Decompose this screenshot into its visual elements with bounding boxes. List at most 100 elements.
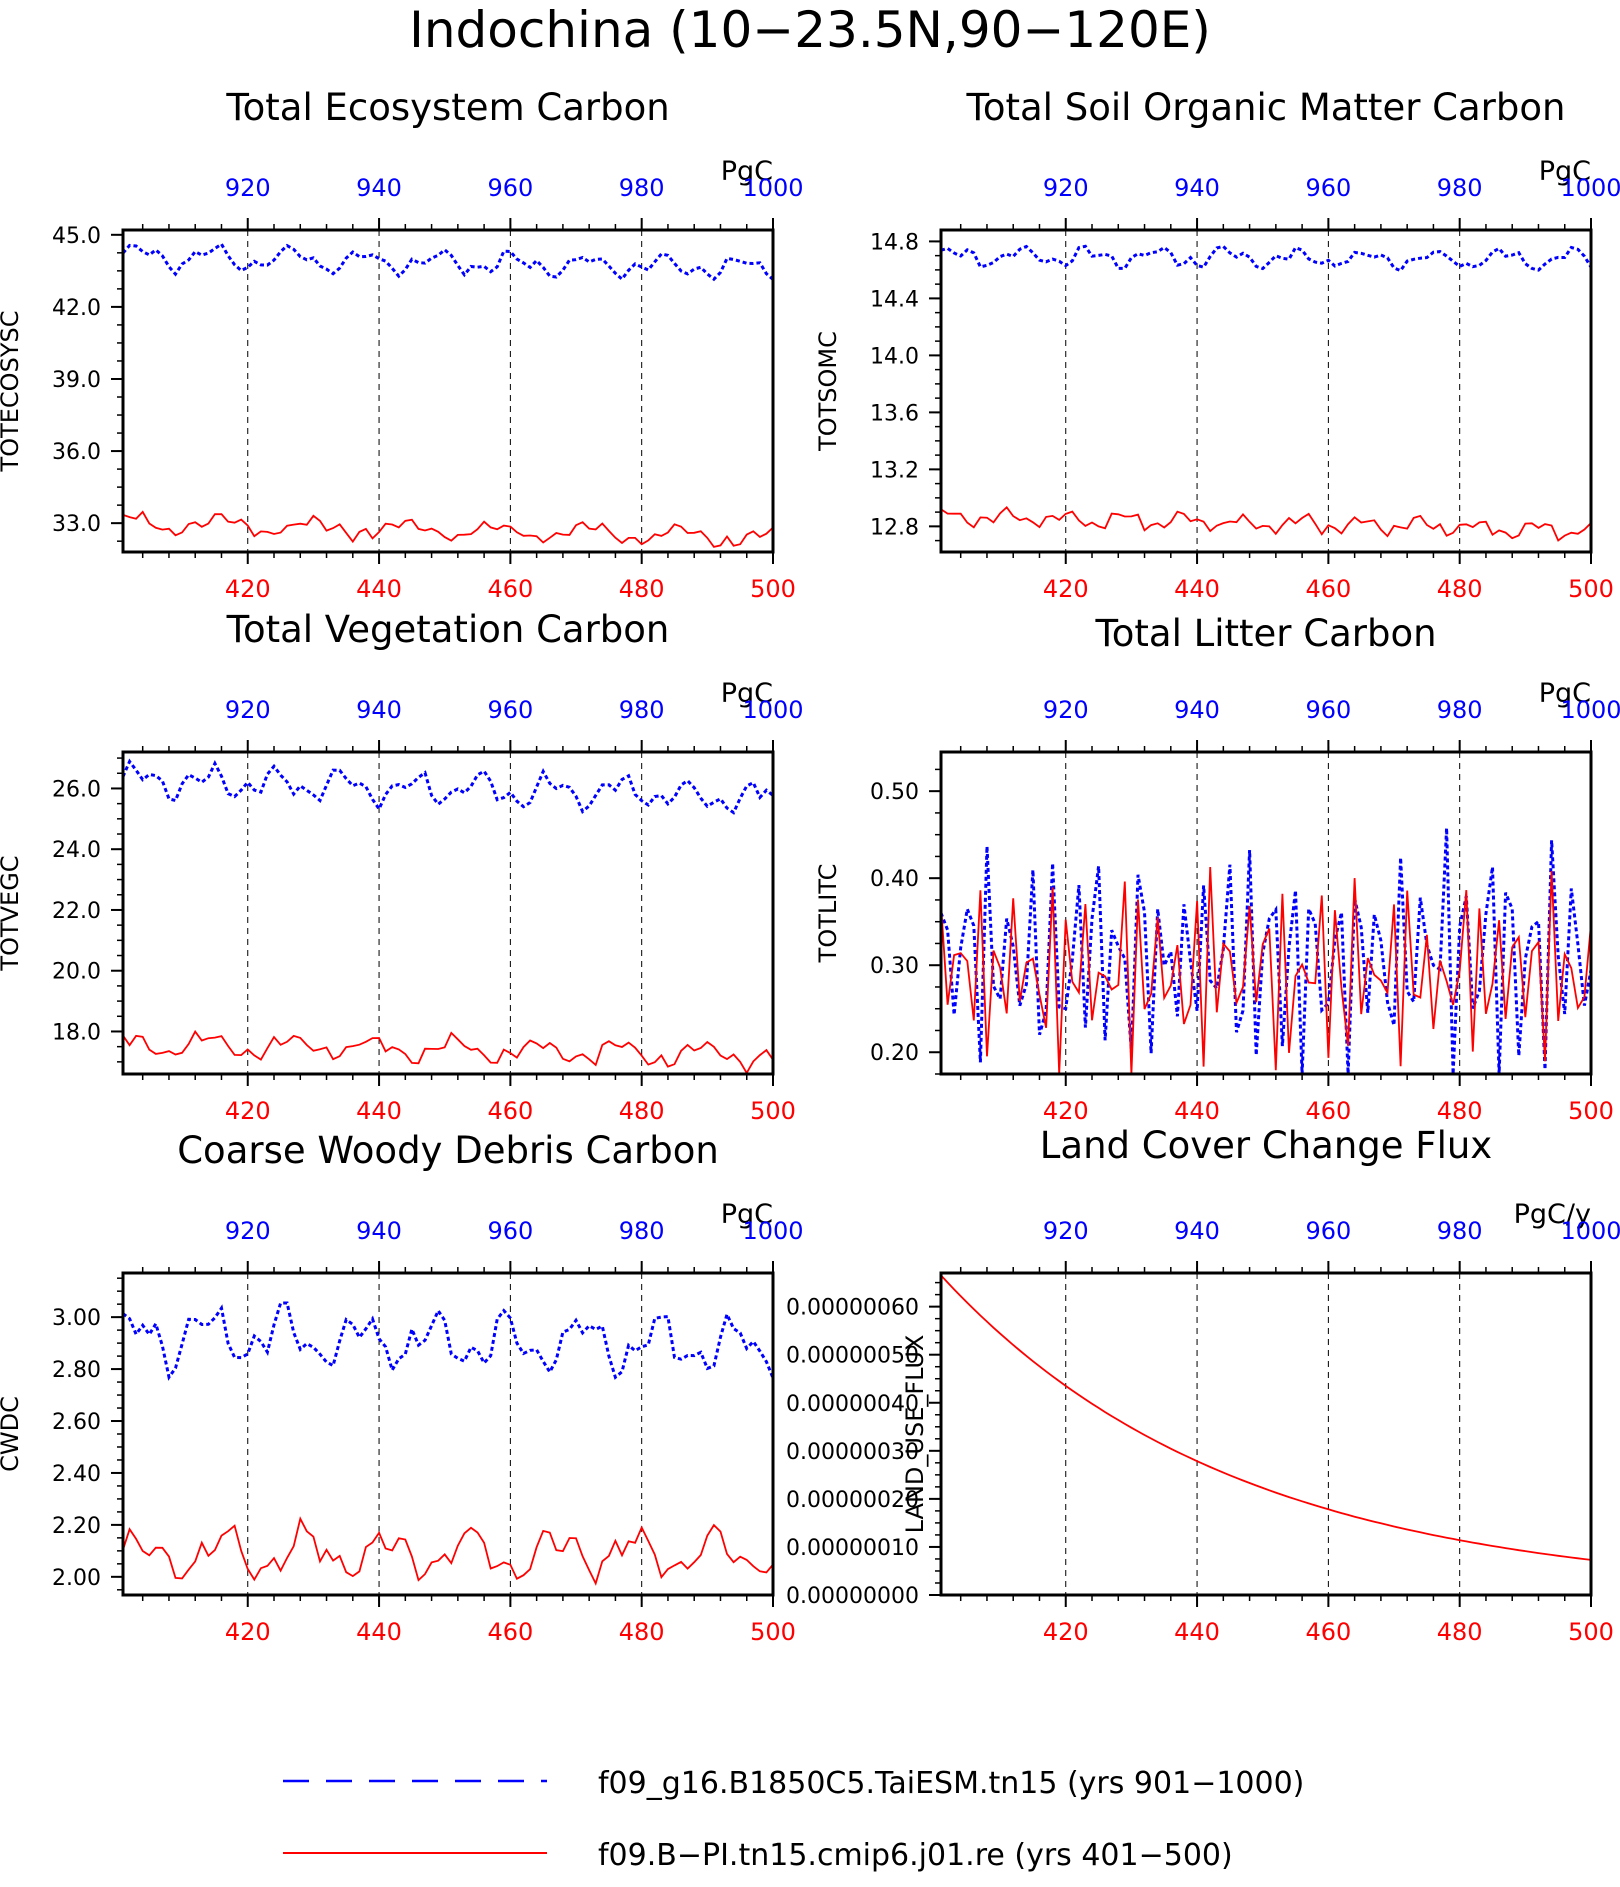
x-tick-label-top: 920 xyxy=(225,1217,271,1245)
y-tick-label: 36.0 xyxy=(52,440,101,465)
units-label: PgC xyxy=(1539,678,1591,709)
y-tick-label: 12.8 xyxy=(870,515,919,540)
x-tick-label-top: 1000 xyxy=(742,1217,803,1245)
y-axis-label: CWDC xyxy=(0,1396,24,1472)
x-tick-label-top: 960 xyxy=(487,696,533,724)
x-tick-label-top: 920 xyxy=(1043,696,1089,724)
x-tick-label-bottom: 460 xyxy=(487,575,533,603)
x-tick-label-bottom: 480 xyxy=(1437,575,1483,603)
units-label: PgC xyxy=(721,1199,773,1230)
chart-title: Total Ecosystem Carbon xyxy=(225,86,669,129)
x-tick-label-bottom: 460 xyxy=(1305,1618,1351,1646)
series-line-red xyxy=(940,866,1592,1075)
y-axis-label: TOTSOMC xyxy=(814,331,842,452)
y-tick-label: 0.40 xyxy=(870,867,919,892)
x-tick-label-bottom: 480 xyxy=(619,575,665,603)
series-line-red xyxy=(122,1029,774,1075)
series-line-red xyxy=(940,505,1592,542)
y-tick-label: 0.20 xyxy=(870,1041,919,1066)
plot-frame xyxy=(121,228,775,554)
x-tick-label-top: 980 xyxy=(619,174,665,202)
y-tick-label: 13.6 xyxy=(870,401,919,426)
y-axis-label: LAND_USE_FLUX xyxy=(901,1335,929,1534)
units-label: PgC xyxy=(1539,156,1591,187)
x-tick-label-bottom: 480 xyxy=(1437,1097,1483,1125)
series-line-red xyxy=(940,1274,1592,1561)
y-tick-label: 2.60 xyxy=(52,1410,101,1435)
chart-panel-4: Total Litter Carbon PgC TOTLITC 420 920 440 94… xyxy=(814,612,1620,1125)
x-tick-label-top: 940 xyxy=(1174,174,1220,202)
y-tick-label: 0.50 xyxy=(870,780,919,805)
y-tick-label: 14.8 xyxy=(870,230,919,255)
plot-frame xyxy=(939,1271,1593,1597)
y-tick-label: 0.00000040 xyxy=(786,1392,919,1417)
chart-title: Total Vegetation Carbon xyxy=(226,608,670,651)
y-axis-label: TOTLITC xyxy=(814,864,842,964)
x-tick-label-bottom: 440 xyxy=(1174,575,1220,603)
x-tick-label-bottom: 440 xyxy=(356,575,402,603)
y-tick-label: 39.0 xyxy=(52,368,101,393)
series-line-blue xyxy=(121,241,774,282)
x-tick-label-bottom: 500 xyxy=(750,1618,796,1646)
chart-panel-3: Total Vegetation Carbon PgC TOTVEGC 420 920 4… xyxy=(0,608,804,1125)
x-tick-label-top: 960 xyxy=(487,1217,533,1245)
y-tick-label: 14.0 xyxy=(870,344,919,369)
y-axis-label: TOTVEGC xyxy=(0,855,24,971)
x-tick-label-bottom: 500 xyxy=(750,575,796,603)
x-tick-label-top: 960 xyxy=(1305,696,1351,724)
y-tick-label: 2.40 xyxy=(52,1462,101,1487)
y-tick-label: 33.0 xyxy=(52,512,101,537)
x-tick-label-bottom: 420 xyxy=(225,1097,271,1125)
chart-title: Coarse Woody Debris Carbon xyxy=(177,1129,719,1172)
series-line-red xyxy=(122,1516,774,1586)
x-tick-label-bottom: 480 xyxy=(619,1618,665,1646)
y-tick-label: 2.80 xyxy=(52,1358,101,1383)
x-tick-label-top: 960 xyxy=(1305,1217,1351,1245)
x-tick-label-top: 1000 xyxy=(742,174,803,202)
figure-title: Indochina (10−23.5N,90−120E) xyxy=(409,1,1211,59)
x-tick-label-bottom: 420 xyxy=(225,1618,271,1646)
x-tick-label-top: 980 xyxy=(619,1217,665,1245)
y-tick-label: 0.00000000 xyxy=(786,1584,919,1609)
x-tick-label-top: 940 xyxy=(356,174,402,202)
chart-title: Total Soil Organic Matter Carbon xyxy=(966,86,1566,129)
y-tick-label: 2.00 xyxy=(52,1566,101,1591)
x-tick-label-top: 920 xyxy=(225,174,271,202)
plot-frame xyxy=(939,228,1593,554)
x-tick-label-bottom: 500 xyxy=(1568,1097,1614,1125)
series-line-blue xyxy=(939,827,1593,1075)
legend-label-red: f09.B−PI.tn15.cmip6.j01.re (yrs 401−500) xyxy=(598,1838,1233,1873)
x-tick-label-top: 920 xyxy=(1043,174,1089,202)
x-tick-label-top: 920 xyxy=(1043,1217,1089,1245)
x-tick-label-bottom: 440 xyxy=(356,1097,402,1125)
x-tick-label-top: 980 xyxy=(1437,1217,1483,1245)
x-tick-label-top: 960 xyxy=(1305,174,1351,202)
y-tick-label: 0.00000020 xyxy=(786,1488,919,1513)
y-tick-label: 45.0 xyxy=(52,224,101,249)
y-tick-label: 14.4 xyxy=(870,287,919,312)
chart-panel-6: Land Cover Change Flux PgC/y LAND_USE_FLUX… xyxy=(786,1124,1620,1646)
x-tick-label-top: 980 xyxy=(1437,696,1483,724)
x-tick-label-bottom: 460 xyxy=(1305,575,1351,603)
x-tick-label-bottom: 420 xyxy=(1043,575,1089,603)
x-tick-label-bottom: 500 xyxy=(1568,1618,1614,1646)
y-tick-label: 20.0 xyxy=(52,960,101,985)
y-tick-label: 26.0 xyxy=(52,777,101,802)
y-tick-label: 42.0 xyxy=(52,296,101,321)
y-tick-label: 3.00 xyxy=(52,1306,101,1331)
x-tick-label-bottom: 420 xyxy=(225,575,271,603)
plot-frame xyxy=(121,1271,775,1597)
x-tick-label-top: 920 xyxy=(225,696,271,724)
x-tick-label-bottom: 500 xyxy=(750,1097,796,1125)
x-tick-label-bottom: 460 xyxy=(487,1097,533,1125)
x-tick-label-bottom: 420 xyxy=(1043,1097,1089,1125)
x-tick-label-bottom: 440 xyxy=(1174,1097,1220,1125)
x-tick-label-top: 940 xyxy=(1174,1217,1220,1245)
x-tick-label-top: 980 xyxy=(1437,174,1483,202)
series-line-red xyxy=(122,510,774,548)
x-tick-label-top: 1000 xyxy=(742,696,803,724)
x-tick-label-bottom: 460 xyxy=(487,1618,533,1646)
y-tick-label: 0.00000060 xyxy=(786,1296,919,1321)
y-axis-label: TOTECOSYSC xyxy=(0,311,24,473)
plot-frame xyxy=(939,750,1593,1076)
